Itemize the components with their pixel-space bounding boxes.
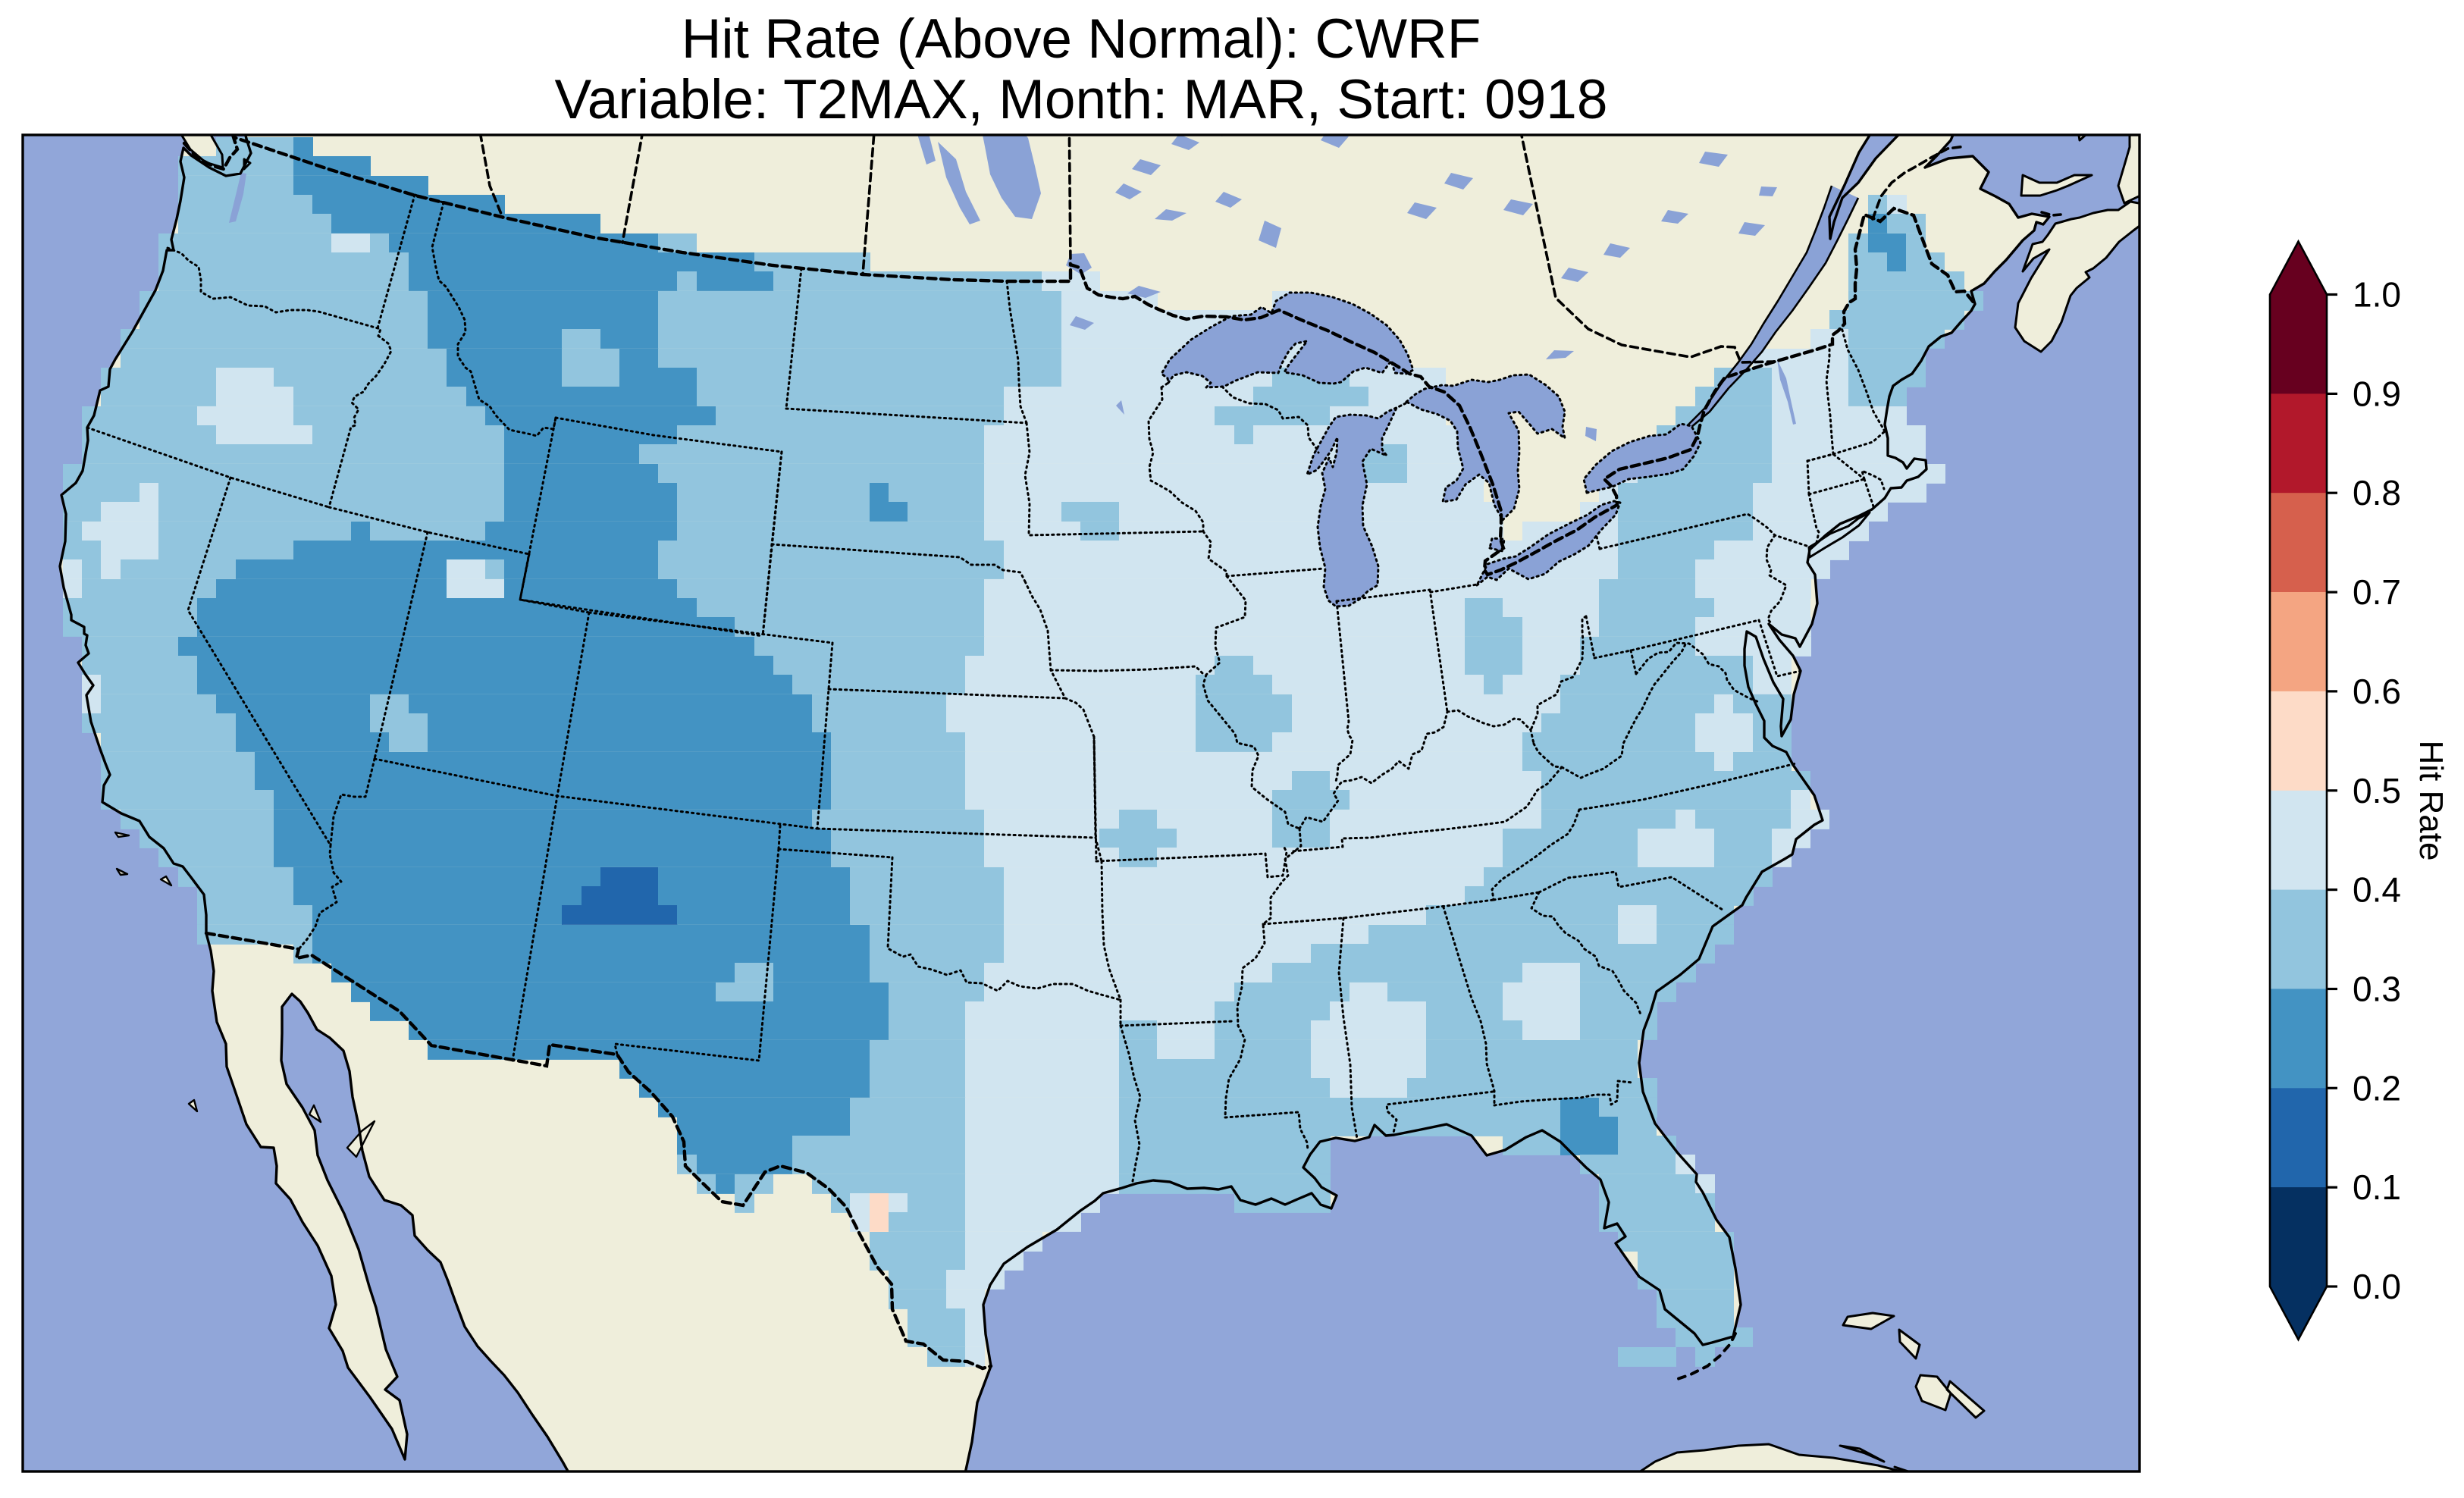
svg-text:0.2: 0.2 <box>2353 1068 2401 1108</box>
svg-text:Hit Rate: Hit Rate <box>2412 741 2450 861</box>
svg-text:0.6: 0.6 <box>2353 672 2401 711</box>
svg-text:0.8: 0.8 <box>2353 473 2401 512</box>
svg-text:0.7: 0.7 <box>2353 572 2401 612</box>
svg-text:0.5: 0.5 <box>2353 771 2401 810</box>
svg-text:1.0: 1.0 <box>2353 275 2401 315</box>
svg-text:0.4: 0.4 <box>2353 870 2401 910</box>
svg-text:0.1: 0.1 <box>2353 1167 2401 1207</box>
svg-text:0.3: 0.3 <box>2353 970 2401 1009</box>
svg-text:Variable: T2MAX, Month: MAR, S: Variable: T2MAX, Month: MAR, Start: 0918 <box>555 69 1608 130</box>
svg-text:0.0: 0.0 <box>2353 1267 2401 1306</box>
svg-text:Hit Rate (Above Normal): CWRF: Hit Rate (Above Normal): CWRF <box>682 8 1481 70</box>
svg-text:0.9: 0.9 <box>2353 374 2401 413</box>
